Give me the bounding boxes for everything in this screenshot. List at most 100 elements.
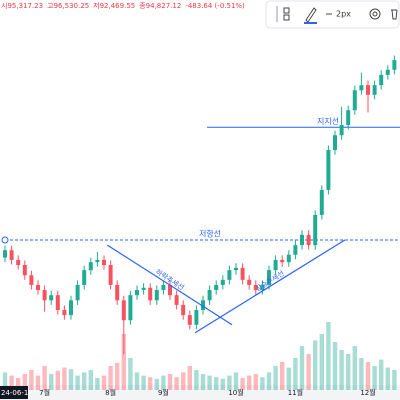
volume-bar [29,370,34,390]
candle-body [240,267,245,280]
x-tick-label: 24-06-10 [1,389,33,397]
volume-bar [332,342,338,390]
volume-bar [167,374,173,390]
icon-pen[interactable] [305,7,317,23]
candle-body [82,270,87,285]
candle-body [69,300,73,316]
x-tick-label: 7월 [39,388,50,397]
x-axis-strip [0,385,400,400]
candle-body [3,250,7,258]
volume-bar [187,366,192,390]
level-anchor [1,236,9,244]
volume-bar [101,375,107,390]
volume-bar [35,375,41,390]
candle-body [75,284,80,301]
volume-bar [233,372,239,390]
volume-bar [55,370,60,390]
candle-body [181,304,186,316]
candle-body [319,189,324,215]
volume-bar [194,370,199,390]
ohlc-header: 시95,317.23 고96,530.25 저92,469.55 종94,827.12… [1,1,245,10]
candle-body [372,85,377,95]
toolbar: 2px [265,0,400,29]
volume-bar [280,362,285,390]
candle-body [115,284,120,301]
candle-body [194,309,199,325]
candle-body [9,250,14,260]
volume-bar [68,369,74,390]
toolbar-box [265,0,400,29]
candle-body [273,259,278,271]
candle-body [352,90,357,111]
candle-body [207,290,212,301]
volume-bar [200,374,206,390]
icon-template[interactable] [283,7,290,14]
volume-bar [174,377,179,390]
ohlc-value: -483.64 (-0.51%) [185,2,245,10]
candle-body [326,150,331,190]
candle-body [385,69,390,75]
volume-bar [266,372,272,390]
ohlc-value: 고96,530.25 [47,2,89,10]
trend-line [106,244,233,326]
candle-body [339,124,344,136]
candle-body [234,267,238,271]
volume-bar [227,375,232,390]
volume-bar [379,359,384,390]
volume-bar [207,375,212,390]
volume-bar [326,322,331,390]
candle-body [280,259,285,263]
volume-bar [392,370,397,390]
candle-body [36,284,40,291]
ohlc-value: 종94,827.12 [139,2,181,10]
level-label: 지지선 [317,117,339,126]
candle-body [128,295,133,321]
volume-bar [154,378,159,390]
x-tick-label: 8월 [105,388,116,397]
candle-body [121,300,126,321]
volume-bar [214,377,219,390]
candle-body [346,110,351,125]
volume-bar [62,367,67,390]
volume-bar [181,372,186,390]
candle-body [49,295,54,301]
candle-body [220,279,225,285]
volume-bar [148,377,153,390]
candle-body [55,295,60,310]
volume-bar [247,375,252,390]
icon-template[interactable] [283,14,290,21]
volume-bar [339,350,344,390]
level-label: 저항선 [199,229,221,238]
volume-bar [95,378,100,390]
icon-delete[interactable] [391,9,398,20]
candle-body [379,74,384,86]
volume-bar [359,358,364,390]
candle-body [174,295,179,305]
volume-bar [346,354,351,390]
candle-body [135,290,139,296]
candle-body [201,300,205,310]
volume-bar [42,366,47,390]
volume-bar [134,372,140,390]
candle-body [141,287,146,291]
candle-body [187,315,192,325]
ohlc-value: 시95,317.23 [1,2,43,10]
candle-body [42,290,47,301]
candle-body [62,309,67,316]
volume-bar [372,366,377,390]
date-badge [0,386,28,399]
candle-body [148,287,153,301]
volume-bar [293,358,298,390]
candle-body [306,234,311,246]
candle-body [227,270,232,280]
icon-settings[interactable] [369,8,381,20]
candle-body [161,284,166,291]
volume-bar [260,377,265,390]
candle-body [300,234,304,246]
trend-line [194,239,346,334]
volume-bar [128,358,133,390]
volume-bar [273,366,278,390]
candle-body [214,284,219,291]
width-label[interactable]: 2px [336,10,351,19]
